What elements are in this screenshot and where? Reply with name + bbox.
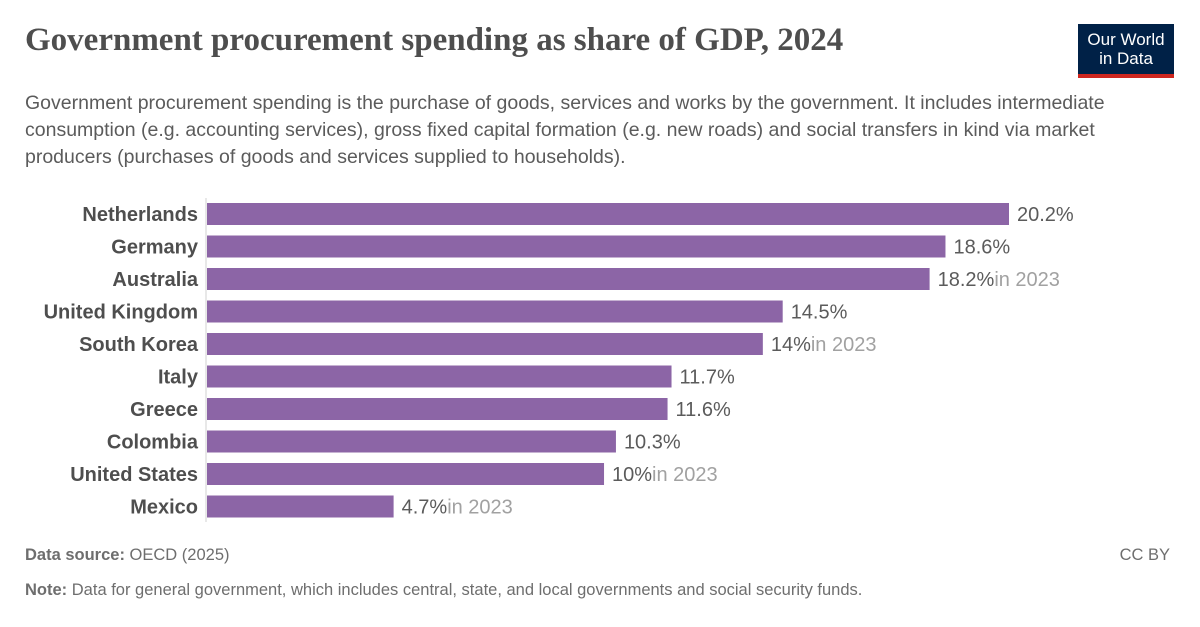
chart-subtitle: Government procurement spending is the p…	[25, 92, 1105, 168]
chart-title: Government procurement spending as share…	[25, 22, 844, 58]
value-text: 14.5%	[791, 302, 848, 324]
bar[interactable]	[207, 300, 783, 323]
bar[interactable]	[207, 495, 394, 518]
bar[interactable]	[207, 463, 605, 485]
value-label: 4.7%in 2023	[402, 497, 513, 519]
category-label: United Kingdom	[44, 302, 198, 324]
note-text: Data for general government, which inclu…	[71, 581, 863, 599]
value-label: 18.6%	[953, 237, 1010, 259]
bar[interactable]	[207, 398, 668, 420]
value-label: 11.7%	[680, 367, 735, 389]
value-label: 10%in 2023	[612, 464, 718, 486]
data-source: Data source: OECD (2025)	[25, 546, 230, 565]
logo-line2: in Data	[1099, 49, 1153, 68]
bar[interactable]	[207, 235, 946, 258]
bar[interactable]	[207, 203, 1009, 225]
value-text: 11.7%	[680, 367, 735, 389]
value-text: 14%	[771, 334, 811, 356]
category-label: Italy	[158, 367, 199, 389]
value-label: 14.5%	[791, 302, 848, 324]
year-note: in 2023	[447, 497, 513, 519]
category-label: South Korea	[79, 334, 199, 356]
value-label: 18.2%in 2023	[938, 269, 1060, 291]
year-note: in 2023	[811, 334, 877, 356]
category-label: Greece	[130, 399, 198, 421]
category-label: Colombia	[107, 432, 199, 454]
source-label: Data source:	[25, 546, 125, 564]
value-label: 20.2%	[1017, 204, 1074, 226]
bar[interactable]	[207, 268, 930, 290]
value-text: 18.2%	[938, 269, 995, 291]
note-label: Note:	[25, 581, 68, 599]
bar[interactable]	[207, 333, 763, 355]
category-label: United States	[70, 464, 198, 486]
bar[interactable]	[207, 365, 672, 388]
owid-logo[interactable]: Our World in Data	[1078, 24, 1174, 78]
logo-line1: Our World	[1087, 30, 1165, 49]
category-label: Germany	[111, 237, 199, 259]
value-label: 11.6%	[676, 399, 731, 421]
year-note: in 2023	[994, 269, 1060, 291]
category-label: Netherlands	[82, 204, 198, 226]
source-value[interactable]: OECD (2025)	[129, 546, 230, 564]
year-note: in 2023	[652, 464, 718, 486]
value-text: 11.6%	[676, 399, 731, 421]
value-text: 10%	[612, 464, 652, 486]
value-text: 10.3%	[624, 432, 681, 454]
value-label: 14%in 2023	[771, 334, 877, 356]
license[interactable]: CC BY	[1119, 546, 1170, 564]
bar[interactable]	[207, 430, 616, 453]
category-label: Mexico	[130, 497, 198, 519]
value-label: 10.3%	[624, 432, 681, 454]
value-text: 18.6%	[953, 237, 1010, 259]
category-label: Australia	[112, 269, 198, 291]
note: Note: Data for general government, which…	[25, 581, 862, 600]
value-text: 20.2%	[1017, 204, 1074, 226]
value-text: 4.7%	[402, 497, 448, 519]
